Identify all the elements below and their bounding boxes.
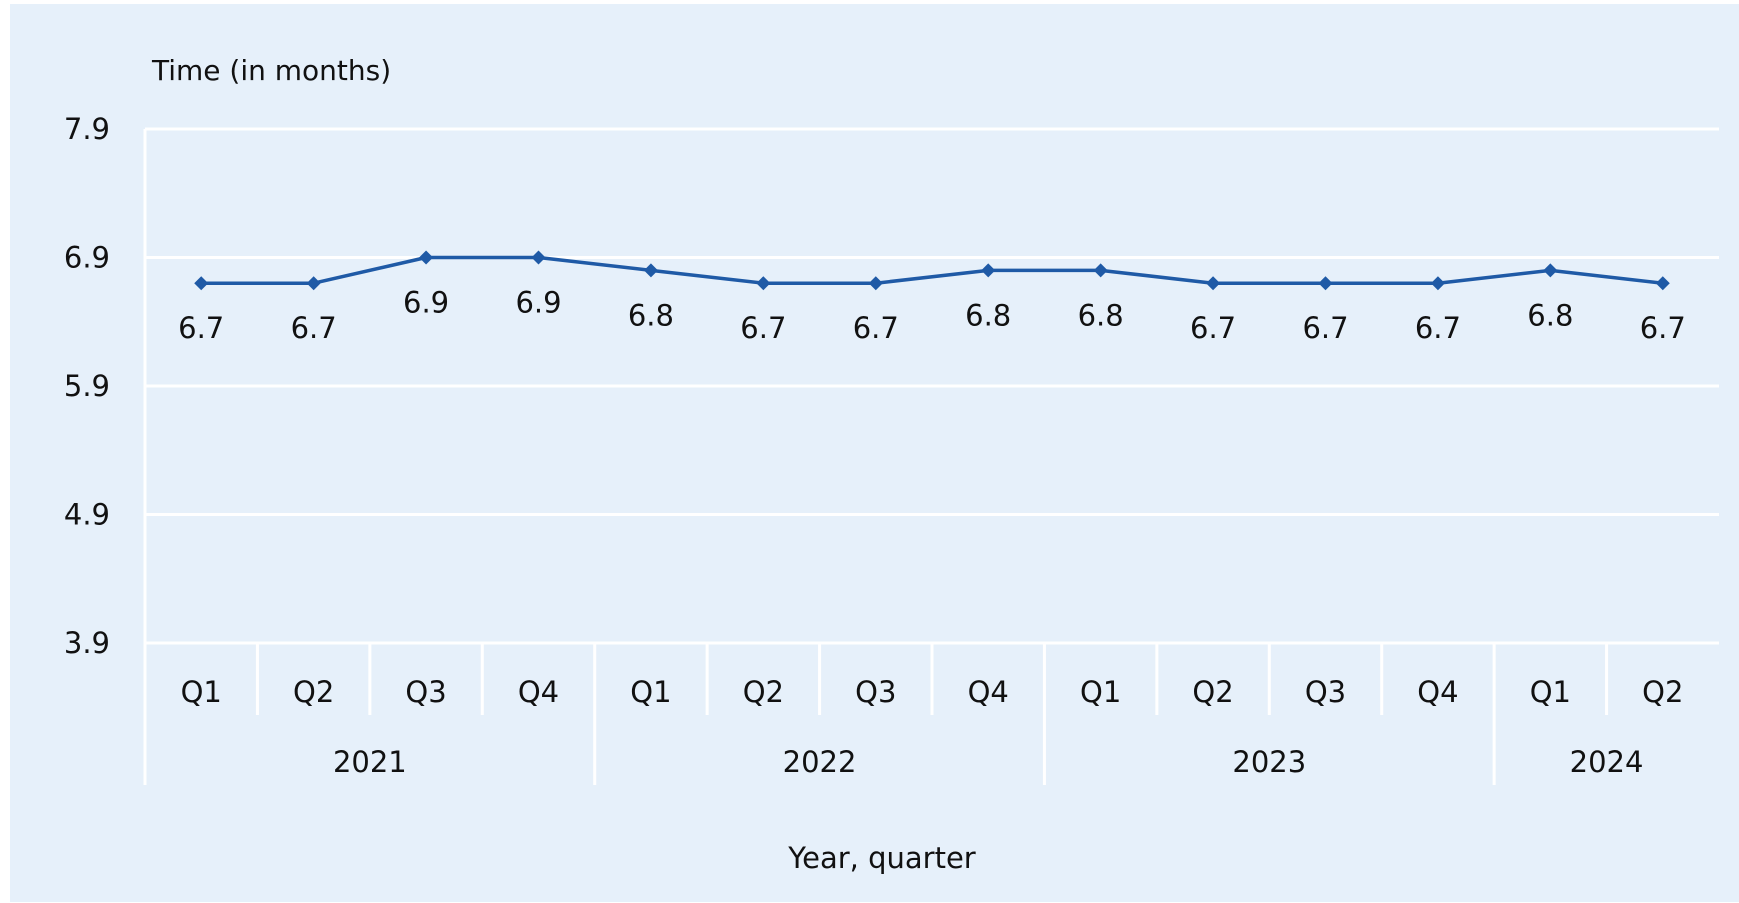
- data-point: [306, 276, 321, 291]
- data-point: [868, 276, 883, 291]
- category-dividers: [255, 643, 1609, 785]
- data-point: [1093, 263, 1108, 278]
- data-point: [1543, 263, 1558, 278]
- x-group-label: 2021: [333, 745, 407, 779]
- x-group-label: 2022: [783, 745, 857, 779]
- data-label: 6.7: [1190, 311, 1236, 345]
- x-category-label: Q2: [1192, 675, 1233, 709]
- x-group-label: 2023: [1232, 745, 1306, 779]
- x-category-label: Q3: [1305, 675, 1346, 709]
- x-category-label: Q4: [968, 675, 1009, 709]
- data-label: 6.8: [1078, 298, 1124, 332]
- data-point: [1430, 276, 1445, 291]
- data-point: [643, 263, 658, 278]
- data-points: [194, 250, 1670, 291]
- y-axis-title: Time (in months): [151, 54, 391, 87]
- y-tick-label: 4.9: [64, 498, 110, 532]
- y-tick-label: 6.9: [64, 241, 110, 275]
- data-label: 6.7: [178, 311, 224, 345]
- x-category-label: Q2: [1642, 675, 1683, 709]
- data-point: [1655, 276, 1670, 291]
- gridlines: [143, 127, 1719, 785]
- data-labels: 6.7 6.7 6.9 6.9 6.8 6.7 6.7 6.8 6.8 6.7 6.7 6.7 6.8 6…: [178, 286, 1686, 346]
- data-point: [194, 276, 209, 291]
- x-group-label: 2024: [1570, 745, 1644, 779]
- series-line-group: [201, 255, 1663, 285]
- x-axis-title: Year, quarter: [787, 841, 976, 875]
- x-category-label: Q2: [743, 675, 784, 709]
- data-point: [1318, 276, 1333, 291]
- data-label: 6.7: [1302, 311, 1348, 345]
- x-category-label: Q4: [518, 675, 559, 709]
- data-label: 6.7: [1640, 311, 1686, 345]
- x-category-label: Q1: [630, 675, 671, 709]
- x-category-label: Q4: [1417, 675, 1458, 709]
- y-tick-label: 3.9: [64, 626, 110, 660]
- data-label: 6.8: [628, 298, 674, 332]
- series-line: [201, 255, 1663, 285]
- x-category-label: Q2: [293, 675, 334, 709]
- data-point: [756, 276, 771, 291]
- x-category-label: Q1: [1530, 675, 1571, 709]
- data-label: 6.7: [291, 311, 337, 345]
- x-category-label: Q1: [1080, 675, 1121, 709]
- chart-panel: [10, 4, 1739, 902]
- x-category-labels: Q1 Q2 Q3 Q4 Q1 Q2 Q3 Q4 Q1 Q2 Q3 Q4 Q1 Q2: [181, 675, 1684, 709]
- x-category-label: Q1: [181, 675, 222, 709]
- y-tick-label: 5.9: [64, 369, 110, 403]
- y-tick-label: 7.9: [64, 112, 110, 146]
- data-label: 6.9: [403, 286, 449, 320]
- x-category-label: Q3: [855, 675, 896, 709]
- data-label: 6.8: [965, 298, 1011, 332]
- data-label: 6.7: [1415, 311, 1461, 345]
- data-point: [1206, 276, 1221, 291]
- data-label: 6.7: [740, 311, 786, 345]
- x-group-labels: 2021 2022 2023 2024: [333, 745, 1644, 779]
- data-point: [531, 250, 546, 265]
- x-category-label: Q3: [405, 675, 446, 709]
- data-point: [981, 263, 996, 278]
- y-tick-labels: 7.9 6.9 5.9 4.9 3.9: [64, 112, 110, 660]
- data-label: 6.8: [1527, 298, 1573, 332]
- data-label: 6.9: [515, 286, 561, 320]
- data-label: 6.7: [853, 311, 899, 345]
- data-point: [419, 250, 434, 265]
